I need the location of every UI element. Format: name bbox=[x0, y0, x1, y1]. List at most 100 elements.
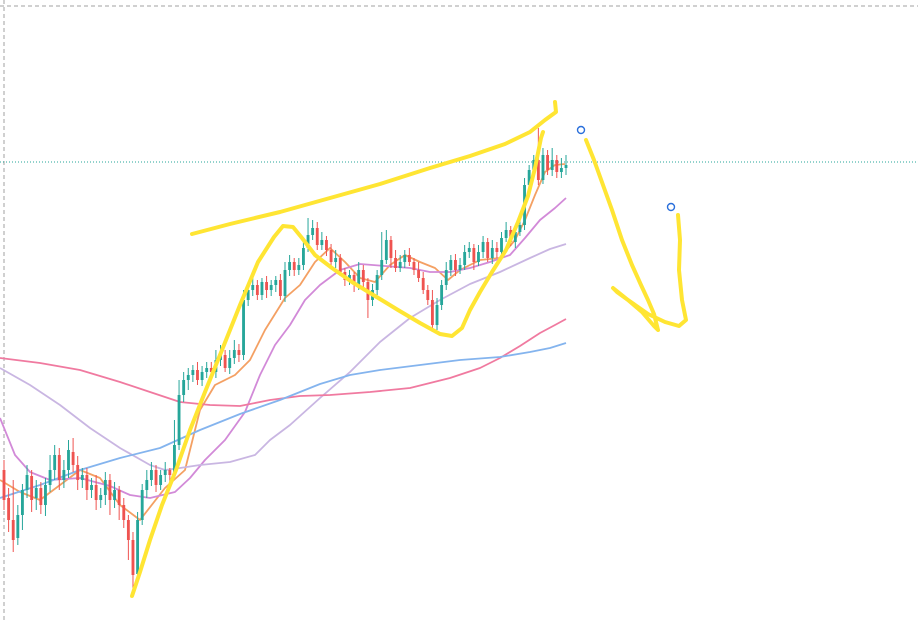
candle-16 bbox=[71, 438, 75, 472]
candle-body bbox=[67, 450, 70, 470]
moving-average-line-1 bbox=[0, 163, 566, 521]
candle-109 bbox=[500, 232, 503, 256]
candle-body bbox=[163, 470, 167, 475]
candle-body bbox=[62, 470, 66, 480]
candle-body bbox=[384, 240, 388, 260]
candle-71 bbox=[325, 236, 328, 256]
candle-body bbox=[472, 248, 476, 262]
candle-body bbox=[421, 278, 425, 290]
candle-96 bbox=[440, 280, 444, 310]
candle-50 bbox=[228, 350, 232, 374]
candle-92 bbox=[421, 272, 425, 294]
candle-body bbox=[44, 485, 47, 505]
candle-body bbox=[467, 248, 471, 252]
candle-body bbox=[407, 255, 411, 262]
candle-68 bbox=[311, 220, 315, 240]
candle-49 bbox=[223, 350, 227, 372]
candle-body bbox=[348, 275, 351, 280]
candle-body bbox=[278, 280, 282, 296]
candle-58 bbox=[265, 276, 269, 298]
candle-91 bbox=[417, 262, 421, 282]
candle-66 bbox=[301, 240, 305, 270]
candle-body bbox=[48, 470, 52, 485]
candle-101 bbox=[463, 245, 467, 270]
candle-100 bbox=[458, 258, 462, 274]
freehand-drawing-2[interactable] bbox=[130, 130, 545, 598]
candle-121 bbox=[555, 155, 559, 178]
freehand-drawing-3[interactable] bbox=[584, 138, 688, 332]
candle-73 bbox=[334, 250, 338, 268]
candle-88 bbox=[403, 250, 407, 268]
candle-1 bbox=[2, 460, 6, 510]
candle-body bbox=[53, 455, 57, 470]
candle-body bbox=[260, 282, 264, 295]
candle-body bbox=[177, 395, 181, 445]
candle-122 bbox=[559, 158, 563, 178]
candle-34 bbox=[154, 465, 158, 492]
candle-body bbox=[311, 228, 315, 235]
candle-body bbox=[136, 520, 140, 574]
candle-10 bbox=[44, 478, 47, 516]
candle-body bbox=[269, 285, 273, 290]
candle-5 bbox=[20, 484, 24, 530]
candle-body bbox=[209, 368, 213, 372]
candle-43 bbox=[196, 362, 199, 385]
candle-body bbox=[546, 155, 550, 170]
candle-103 bbox=[472, 244, 476, 270]
candle-body bbox=[444, 270, 448, 285]
candle-body bbox=[16, 515, 20, 538]
candle-33 bbox=[149, 462, 153, 486]
candle-body bbox=[173, 445, 176, 475]
candle-body bbox=[325, 240, 328, 250]
candle-95 bbox=[435, 298, 439, 330]
candle-body bbox=[108, 480, 112, 500]
candle-12 bbox=[53, 445, 57, 480]
drawing-handle-2[interactable] bbox=[666, 202, 676, 212]
candle-body bbox=[380, 260, 384, 275]
candle-body bbox=[334, 258, 338, 262]
candle-110 bbox=[504, 222, 508, 242]
candle-61 bbox=[278, 274, 282, 300]
candle-body bbox=[117, 490, 121, 505]
candle-59 bbox=[269, 280, 273, 296]
candle-44 bbox=[200, 366, 204, 386]
candle-79 bbox=[361, 265, 365, 290]
candle-83 bbox=[380, 232, 384, 280]
candle-38 bbox=[173, 420, 176, 478]
candle-body bbox=[159, 475, 163, 485]
candle-body bbox=[564, 165, 568, 168]
candle-39 bbox=[177, 380, 181, 450]
candle-107 bbox=[490, 240, 494, 264]
candle-102 bbox=[467, 242, 471, 258]
candle-body bbox=[357, 270, 361, 285]
candle-93 bbox=[426, 285, 430, 305]
candle-body bbox=[30, 476, 34, 500]
candle-body bbox=[394, 258, 397, 268]
candle-85 bbox=[389, 236, 393, 268]
candle-23 bbox=[103, 472, 107, 505]
drawing-handle-1[interactable] bbox=[576, 125, 586, 135]
candle-8 bbox=[34, 480, 38, 510]
candle-108 bbox=[495, 242, 499, 258]
candle-60 bbox=[274, 276, 278, 292]
candle-body bbox=[57, 455, 61, 480]
candle-7 bbox=[30, 470, 34, 512]
candle-25 bbox=[113, 482, 116, 508]
candle-42 bbox=[191, 365, 195, 382]
candle-body bbox=[440, 285, 444, 305]
candle-body bbox=[113, 490, 116, 500]
candle-body bbox=[426, 290, 430, 300]
drawings[interactable] bbox=[130, 100, 688, 598]
candle-body bbox=[352, 275, 356, 285]
candle-body bbox=[403, 255, 407, 262]
candle-45 bbox=[205, 362, 209, 378]
freehand-drawing-1[interactable] bbox=[190, 100, 558, 236]
candle-9 bbox=[39, 482, 43, 514]
candle-63 bbox=[288, 255, 292, 276]
candle-body bbox=[182, 380, 186, 395]
candle-body bbox=[122, 505, 126, 520]
candle-29 bbox=[131, 532, 135, 590]
candle-body bbox=[541, 155, 545, 180]
candle-120 bbox=[550, 148, 554, 176]
